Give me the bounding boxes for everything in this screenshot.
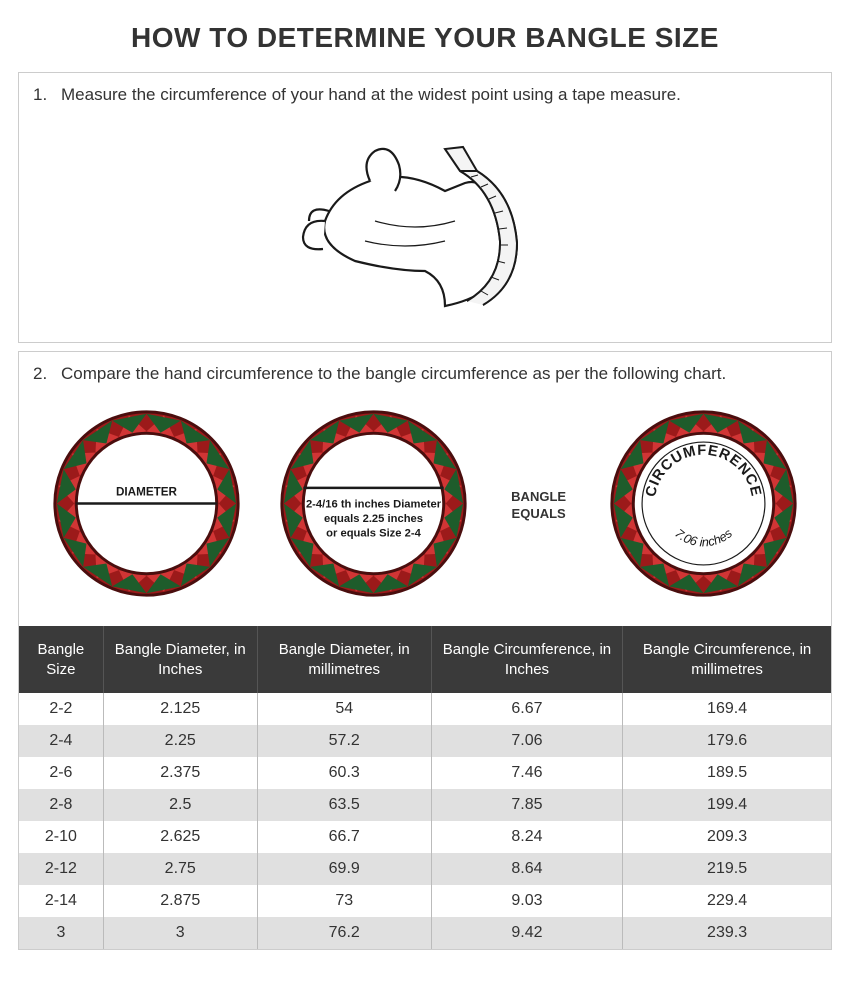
table-cell: 209.3 [623, 821, 831, 853]
table-cell: 2.25 [103, 725, 257, 757]
table-cell: 7.85 [431, 789, 622, 821]
table-header-row: Bangle Size Bangle Diameter, in Inches B… [19, 626, 831, 693]
step1-number: 1. [33, 85, 61, 105]
hand-measure-icon [295, 121, 555, 321]
table-cell: 2-8 [19, 789, 103, 821]
table-cell: 66.7 [257, 821, 431, 853]
table-cell: 7.46 [431, 757, 622, 789]
bangle-circles-row: DIAMETER 2-4/16 th inches Diameter equal… [19, 396, 831, 626]
bangle-icon: DIAMETER [49, 406, 244, 601]
table-cell: 2.875 [103, 885, 257, 917]
table-cell: 2-12 [19, 853, 103, 885]
table-cell: 69.9 [257, 853, 431, 885]
table-cell: 8.24 [431, 821, 622, 853]
table-cell: 57.2 [257, 725, 431, 757]
table-cell: 2-2 [19, 693, 103, 725]
table-cell: 2-4 [19, 725, 103, 757]
table-cell: 3 [19, 917, 103, 949]
table-row: 2-82.563.57.85199.4 [19, 789, 831, 821]
bangle-size-example-graphic: 2-4/16 th inches Diameter equals 2.25 in… [276, 406, 471, 606]
table-cell: 229.4 [623, 885, 831, 917]
table-cell: 6.67 [431, 693, 622, 725]
page-title: HOW TO DETERMINE YOUR BANGLE SIZE [0, 0, 850, 72]
table-cell: 169.4 [623, 693, 831, 725]
table-cell: 7.06 [431, 725, 622, 757]
step2-row: 2. Compare the hand circumference to the… [19, 352, 831, 396]
table-row: 2-122.7569.98.64219.5 [19, 853, 831, 885]
table-cell: 2.125 [103, 693, 257, 725]
bangle-icon: CIRCUMFERENCE 7.06 inches [606, 406, 801, 601]
col-header: Bangle Circumference, in Inches [431, 626, 622, 693]
table-row: 2-22.125546.67169.4 [19, 693, 831, 725]
table-cell: 76.2 [257, 917, 431, 949]
diameter-label: DIAMETER [116, 486, 178, 499]
table-cell: 219.5 [623, 853, 831, 885]
table-cell: 179.6 [623, 725, 831, 757]
col-header: Bangle Diameter, in Inches [103, 626, 257, 693]
table-cell: 9.42 [431, 917, 622, 949]
table-cell: 2-14 [19, 885, 103, 917]
table-cell: 199.4 [623, 789, 831, 821]
table-cell: 239.3 [623, 917, 831, 949]
table-cell: 60.3 [257, 757, 431, 789]
step2-panel: 2. Compare the hand circumference to the… [18, 351, 832, 950]
table-cell: 2-10 [19, 821, 103, 853]
bangle-diameter-graphic: DIAMETER [49, 406, 244, 606]
table-cell: 8.64 [431, 853, 622, 885]
table-cell: 9.03 [431, 885, 622, 917]
table-cell: 2.5 [103, 789, 257, 821]
step1-text: Measure the circumference of your hand a… [61, 85, 817, 105]
table-cell: 2-6 [19, 757, 103, 789]
table-cell: 54 [257, 693, 431, 725]
table-row: 2-102.62566.78.24209.3 [19, 821, 831, 853]
col-header: Bangle Size [19, 626, 103, 693]
table-row: 2-142.875739.03229.4 [19, 885, 831, 917]
table-cell: 3 [103, 917, 257, 949]
table-row: 3376.29.42239.3 [19, 917, 831, 949]
table-cell: 2.375 [103, 757, 257, 789]
example-line2: equals 2.25 inches [324, 513, 423, 525]
bangle-equals-label: BANGLE EQUALS [504, 489, 574, 523]
table-cell: 189.5 [623, 757, 831, 789]
table-cell: 63.5 [257, 789, 431, 821]
table-cell: 73 [257, 885, 431, 917]
step2-number: 2. [33, 364, 61, 384]
table-row: 2-62.37560.37.46189.5 [19, 757, 831, 789]
col-header: Bangle Circumference, in millimetres [623, 626, 831, 693]
bangle-icon: 2-4/16 th inches Diameter equals 2.25 in… [276, 406, 471, 601]
col-header: Bangle Diameter, in millimetres [257, 626, 431, 693]
table-cell: 2.625 [103, 821, 257, 853]
table-cell: 2.75 [103, 853, 257, 885]
table-row: 2-42.2557.27.06179.6 [19, 725, 831, 757]
size-table: Bangle Size Bangle Diameter, in Inches B… [19, 626, 831, 949]
step2-text: Compare the hand circumference to the ba… [61, 364, 817, 384]
hand-illustration [19, 117, 831, 342]
example-line3: or equals Size 2-4 [327, 528, 422, 540]
step1-row: 1. Measure the circumference of your han… [19, 73, 831, 117]
example-line1: 2-4/16 th inches Diameter [306, 498, 442, 510]
bangle-circumference-graphic: CIRCUMFERENCE 7.06 inches [606, 406, 801, 606]
step1-panel: 1. Measure the circumference of your han… [18, 72, 832, 343]
